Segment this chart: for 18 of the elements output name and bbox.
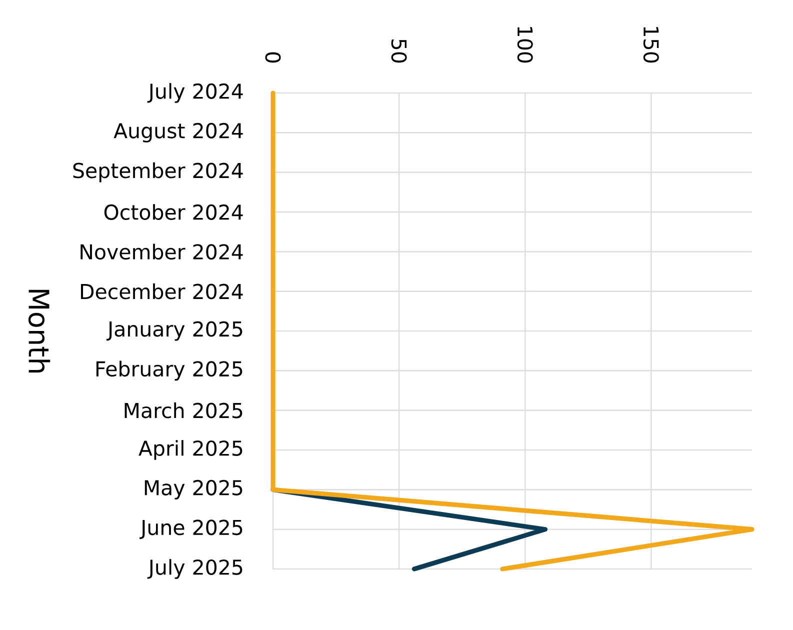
y-tick-label: January 2025 bbox=[106, 321, 242, 341]
y-tick-label: December 2024 bbox=[80, 283, 243, 300]
y-tick-label: May 2025 bbox=[144, 480, 242, 500]
y-axis-title: Month bbox=[28, 290, 50, 373]
y-tick-label: June 2025 bbox=[140, 520, 242, 540]
y-tick-label: October 2024 bbox=[104, 204, 243, 220]
y-tick-label: July 2024 bbox=[147, 83, 243, 103]
x-tick-label: 100 bbox=[517, 27, 533, 63]
x-tick-label: 0 bbox=[265, 52, 281, 63]
x-tick-label: 150 bbox=[643, 27, 659, 63]
y-tick-label: February 2025 bbox=[96, 360, 242, 381]
y-tick-label: July 2025 bbox=[147, 559, 242, 579]
y-tick-label: August 2024 bbox=[114, 122, 243, 142]
y-tick-label: April 2025 bbox=[138, 440, 242, 460]
y-tick-label: March 2025 bbox=[124, 402, 242, 418]
x-tick-label: 50 bbox=[391, 39, 407, 63]
y-tick-label: September 2024 bbox=[73, 162, 243, 182]
y-tick-label: November 2024 bbox=[80, 244, 243, 260]
